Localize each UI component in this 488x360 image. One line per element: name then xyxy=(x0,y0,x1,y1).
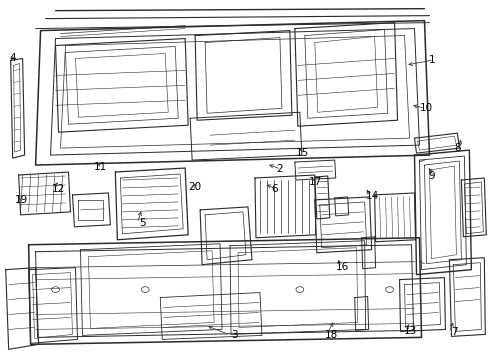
Text: 12: 12 xyxy=(52,184,65,194)
Text: 15: 15 xyxy=(295,148,308,158)
Text: 18: 18 xyxy=(324,330,337,340)
Text: 16: 16 xyxy=(335,262,349,272)
Text: 17: 17 xyxy=(308,177,322,187)
Text: 11: 11 xyxy=(94,162,107,172)
Text: 1: 1 xyxy=(428,55,434,65)
Text: 19: 19 xyxy=(14,195,27,205)
Text: 3: 3 xyxy=(231,330,238,340)
Text: 10: 10 xyxy=(419,103,432,113)
Text: 2: 2 xyxy=(276,164,282,174)
Text: 5: 5 xyxy=(139,218,145,228)
Text: 6: 6 xyxy=(271,184,277,194)
Text: 20: 20 xyxy=(188,182,201,192)
Text: 9: 9 xyxy=(428,171,434,181)
Text: 8: 8 xyxy=(453,143,460,153)
Text: 13: 13 xyxy=(403,326,416,336)
Text: 14: 14 xyxy=(365,191,378,201)
Text: 4: 4 xyxy=(9,53,16,63)
Text: 7: 7 xyxy=(450,327,457,337)
